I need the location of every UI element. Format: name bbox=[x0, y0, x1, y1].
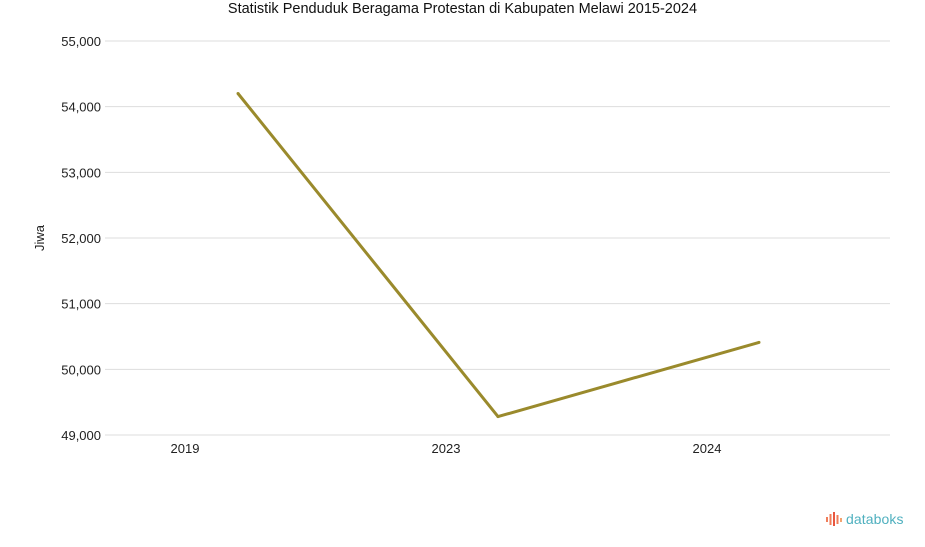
y-tick-label: 49,000 bbox=[61, 428, 101, 443]
y-tick-label: 52,000 bbox=[61, 231, 101, 246]
data-point bbox=[496, 415, 500, 419]
y-axis-label: Jiwa bbox=[32, 224, 47, 251]
x-axis-ticks: 2019 2023 2024 bbox=[171, 441, 722, 456]
series-group bbox=[236, 92, 761, 419]
chart-title: Statistik Penduduk Beragama Protestan di… bbox=[227, 1, 698, 17]
y-tick-label: 55,000 bbox=[61, 34, 101, 49]
y-tick-label: 51,000 bbox=[61, 297, 101, 312]
databoks-logo-text: databoks bbox=[846, 511, 904, 527]
series-line bbox=[236, 92, 760, 419]
data-point bbox=[236, 92, 240, 95]
x-tick-label: 2024 bbox=[693, 441, 722, 456]
data-point bbox=[757, 340, 761, 344]
y-tick-label: 50,000 bbox=[61, 362, 101, 377]
databoks-logo-icon bbox=[826, 512, 842, 526]
y-tick-label: 54,000 bbox=[61, 100, 101, 115]
y-axis-ticks: 49,000 50,000 51,000 52,000 53,000 54,000 55,0… bbox=[61, 34, 101, 443]
databoks-logo: databoks bbox=[825, 510, 904, 528]
x-tick-label: 2023 bbox=[432, 441, 461, 456]
y-tick-label: 53,000 bbox=[61, 165, 101, 180]
gridlines bbox=[105, 40, 890, 436]
x-tick-label: 2019 bbox=[171, 441, 200, 456]
